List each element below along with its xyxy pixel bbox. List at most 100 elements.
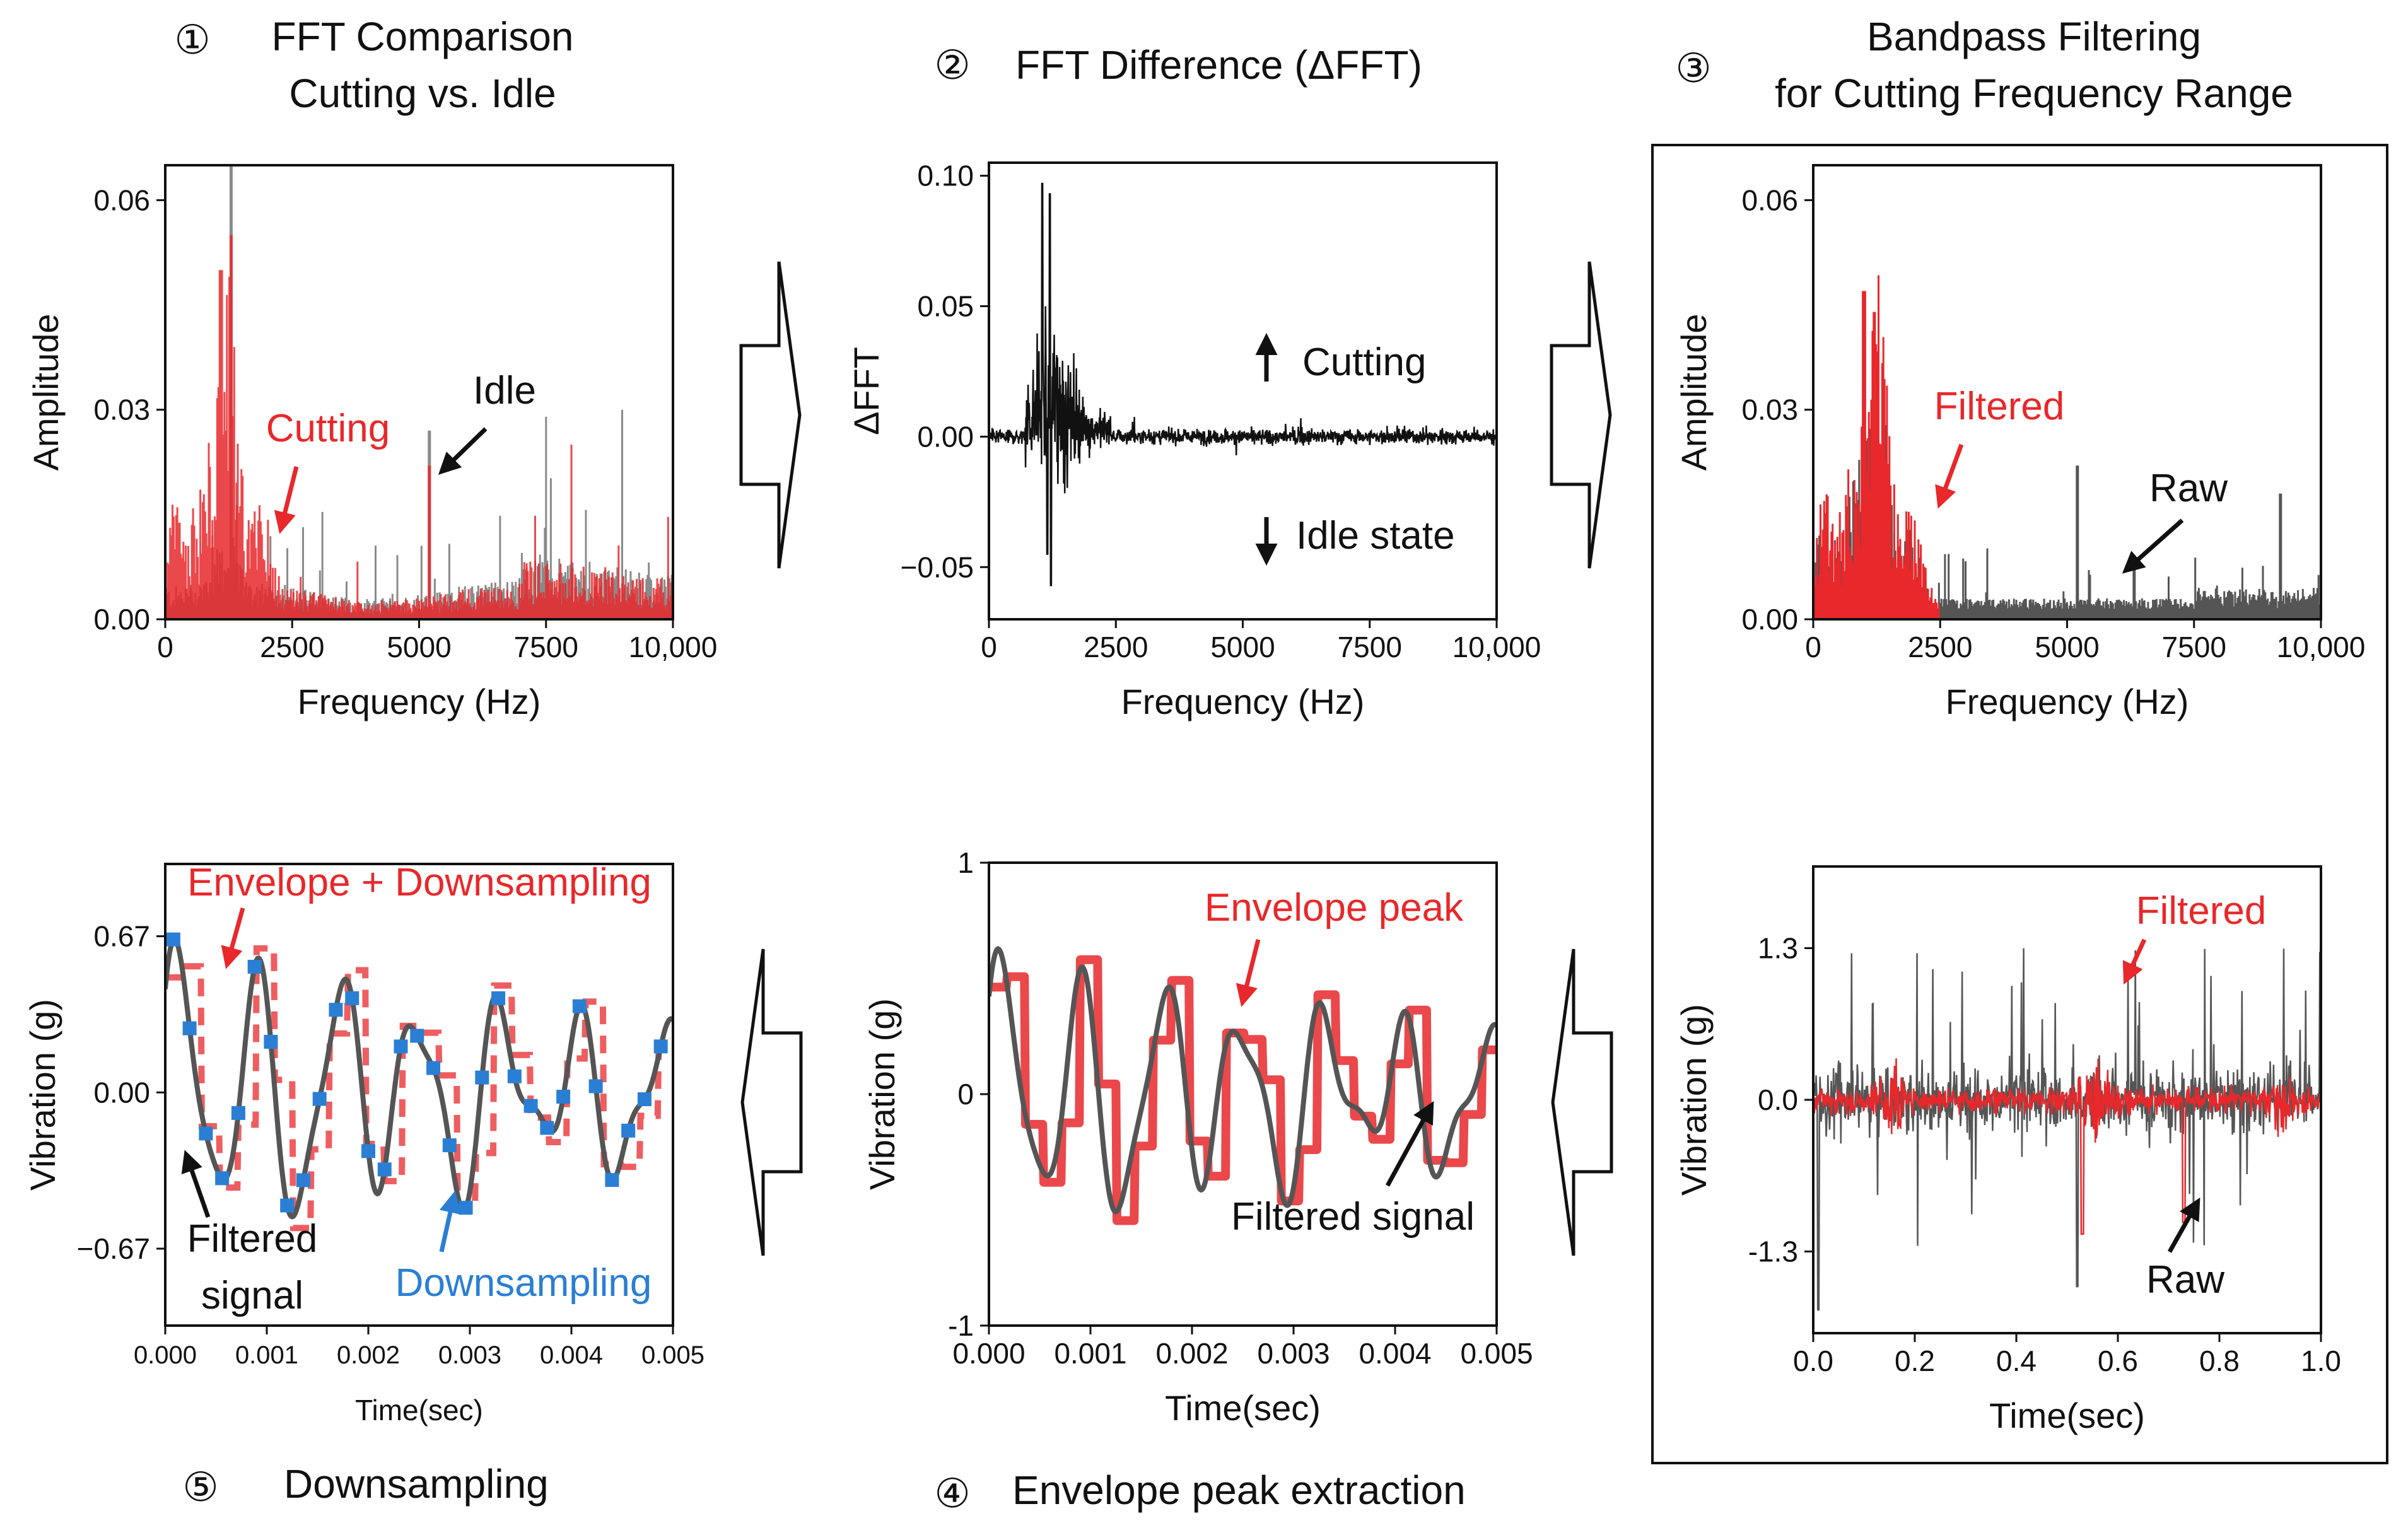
bandpass-fft-chart: 0 2500 5000 7500 10,000 0.00 0.03 0.06 Frequency… (1674, 164, 2365, 721)
y-axis-label: Vibration (g) (1674, 1004, 1714, 1196)
envelope-arrow-icon (1236, 939, 1261, 1007)
step5-title-line1: Downsampling (284, 1461, 549, 1507)
x-axis-label: Time(sec) (1989, 1396, 2145, 1435)
downsample-point (442, 1138, 457, 1153)
step3-title-line2: for Cutting Frequency Range (1775, 71, 2293, 116)
step3-title: ③ Bandpass Filtering for Cutting Frequen… (1675, 14, 2293, 116)
downsample-point (653, 1039, 668, 1054)
x-tick-label: 0 (157, 631, 173, 663)
arrow-right-icon (739, 261, 802, 569)
cutting-arrow-icon (274, 466, 299, 534)
filtered-annotation: Filtered (2136, 889, 2267, 933)
downsample-point (459, 1201, 473, 1215)
x-tick-label: 0.2 (1895, 1345, 1935, 1377)
x-tick-label: 5000 (1210, 631, 1275, 663)
raw-annotation: Raw (2149, 467, 2228, 510)
downsample-point (182, 1021, 197, 1035)
y-axis-label: ΔFFT (846, 347, 886, 435)
x-tick-label: 1.0 (2301, 1345, 2341, 1377)
x-tick-label: 0.004 (540, 1341, 603, 1369)
x-tick-label: 7500 (514, 631, 578, 663)
envelope-peak-chart: 0.000 0.001 0.002 0.003 0.004 0.005 1 0 -1 Time(s… (862, 846, 1533, 1428)
arrow-left-icon (740, 948, 803, 1256)
plot-area (1813, 948, 2321, 1311)
downsample-point (507, 1069, 522, 1083)
downsampling-chart: 0.000 0.001 0.002 0.003 0.004 0.005 0.67 0.00 −0… (23, 861, 704, 1426)
step3-frame (1651, 144, 2388, 1464)
filtered-signal-series (989, 946, 1497, 1215)
x-tick-label: 0.0 (1793, 1345, 1833, 1377)
idle-state-annotation: Idle state (1296, 514, 1455, 557)
downsample-point (215, 1171, 230, 1186)
y-axis-label: Amplitude (1674, 313, 1714, 470)
filtered-signal-arrow-icon (1385, 1100, 1434, 1187)
y-tick-label: 0.06 (1741, 184, 1798, 216)
downsample-point (475, 1070, 489, 1085)
step5-number: ⑤ (182, 1464, 218, 1510)
step1-title-line1: FFT Comparison (272, 14, 574, 59)
y-tick-label: 0 (957, 1078, 974, 1111)
filtered-vibration-series (1813, 1058, 2321, 1235)
delta-fft-series (989, 182, 1497, 586)
downsampling-arrow-icon (439, 1191, 462, 1252)
downsample-point (523, 1099, 538, 1113)
step4-title: ④ Envelope peak extraction (934, 1467, 1465, 1516)
downsample-point (605, 1173, 619, 1187)
y-tick-label: 1.3 (1758, 932, 1798, 965)
y-tick-label: 0.06 (93, 184, 150, 216)
y-tick-label: 0.00 (93, 603, 150, 636)
y-tick-label: 0.00 (1741, 603, 1798, 636)
signal-annotation: signal (201, 1274, 303, 1317)
x-tick-label: 7500 (2162, 631, 2226, 663)
downsample-point (426, 1061, 441, 1075)
idle-arrow-icon (438, 427, 488, 475)
x-tick-label: 10,000 (629, 631, 718, 663)
plot-frame (1812, 164, 2322, 621)
y-tick-label: 0.67 (93, 920, 150, 953)
step1-number: ① (174, 17, 210, 62)
filtered-arrow-icon (1935, 443, 1964, 509)
plot-frame (988, 861, 1498, 1327)
downsample-point (621, 1123, 636, 1138)
downsample-point (280, 1198, 295, 1213)
filtered-annotation: Filtered (1934, 385, 2065, 428)
x-tick-label: 0.004 (1359, 1337, 1431, 1370)
x-tick-label: 0.005 (641, 1341, 704, 1369)
downsample-point (361, 1144, 375, 1158)
x-tick-label: 0.003 (1257, 1337, 1329, 1370)
plot-area (165, 165, 673, 619)
fft-difference-chart: 0 2500 5000 7500 10,000 0.10 0.05 0.00 −0.05 Freq… (846, 160, 1541, 721)
bandpass-time-chart: 0.0 0.2 0.4 0.6 0.8 1.0 1.3 0.0 -1.3 Time(sec) Vib… (1674, 865, 2341, 1435)
step2-number: ② (934, 42, 970, 88)
y-tick-label: 0.0 (1758, 1083, 1798, 1116)
downsample-point (264, 1034, 278, 1049)
y-tick-label: 0.03 (1741, 394, 1798, 426)
downsample-point (556, 1090, 571, 1104)
downsample-point (312, 1092, 327, 1106)
downsample-point (394, 1039, 408, 1054)
downsample-point (199, 1126, 213, 1141)
cutting-spectrum-series (165, 235, 673, 619)
y-tick-label: 1 (957, 846, 974, 879)
x-tick-label: 0.005 (1460, 1337, 1533, 1370)
downsample-point (572, 999, 587, 1013)
x-tick-label: 7500 (1338, 631, 1402, 663)
y-tick-label: −0.05 (901, 551, 974, 583)
plot-frame (1812, 865, 2322, 1334)
arrow-left-icon (1551, 948, 1613, 1256)
y-axis-label: Amplitude (26, 313, 66, 470)
x-tick-label: 2500 (1908, 631, 1972, 663)
downsample-point (247, 959, 262, 974)
step4-title-line1: Envelope peak extraction (1012, 1467, 1466, 1513)
plot-frame (164, 863, 674, 1327)
y-tick-label: 0.00 (93, 1076, 150, 1109)
raw-annotation: Raw (2146, 1258, 2224, 1302)
x-axis-label: Frequency (Hz) (1946, 682, 2189, 721)
x-axis-label: Time(sec) (355, 1394, 483, 1426)
downsample-point (329, 1003, 343, 1017)
x-axis-label: Frequency (Hz) (298, 682, 541, 721)
idle-annotation: Idle (473, 369, 536, 412)
plot-frame (164, 164, 674, 621)
envelope-downsampling-annotation: Envelope + Downsampling (187, 861, 652, 904)
